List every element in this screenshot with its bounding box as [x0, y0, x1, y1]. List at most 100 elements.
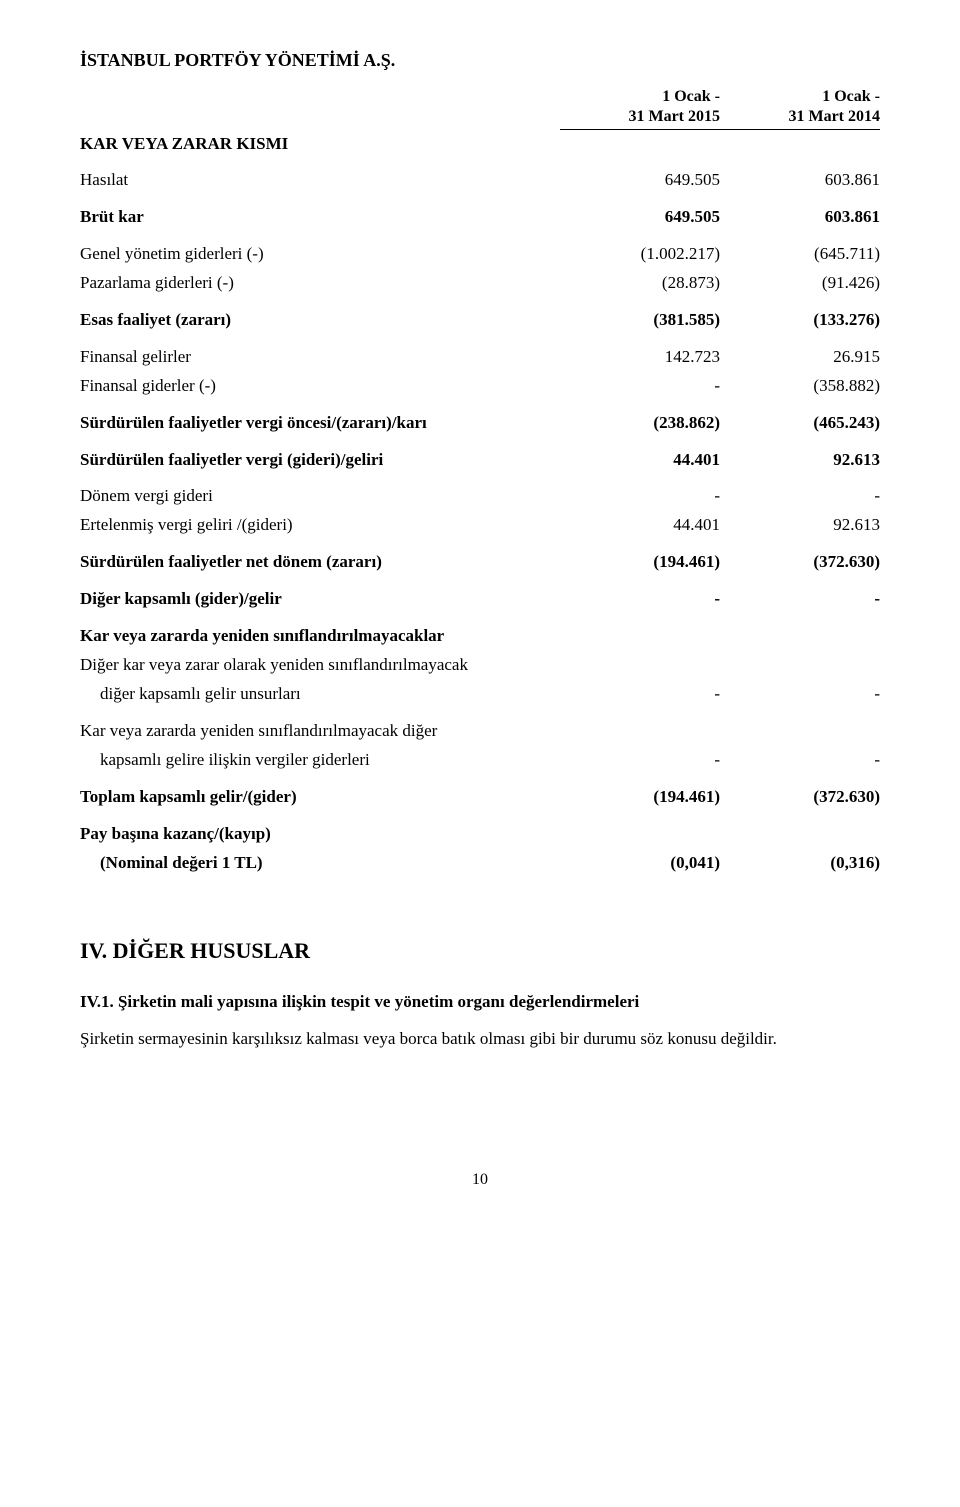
reclass1-line2-text: diğer kapsamlı gelir unsurları [80, 683, 301, 706]
row-label: Diğer kapsamlı (gider)/gelir [80, 585, 560, 614]
row-value-1: (238.862) [560, 409, 720, 438]
reclass2-v2: - [720, 746, 880, 775]
row-label: Finansal gelirler [80, 343, 560, 372]
reclass1-v2: - [720, 680, 880, 709]
table-row: Finansal giderler (-)-(358.882) [80, 372, 880, 401]
reclass1-line1: Diğer kar veya zarar olarak yeniden sını… [80, 651, 880, 680]
table-row: Finansal gelirler142.72326.915 [80, 343, 880, 372]
total-comprehensive: Toplam kapsamlı gelir/(gider) (194.461) … [80, 783, 880, 820]
row-label: Pazarlama giderleri (-) [80, 269, 560, 298]
row-value-1: (28.873) [560, 269, 720, 298]
table-row: Pazarlama giderleri (-)(28.873)(91.426) [80, 269, 880, 298]
row-label: Dönem vergi gideri [80, 482, 560, 511]
row-value-1: (381.585) [560, 306, 720, 335]
reclass1-heading: Kar veya zararda yeniden sınıflandırılma… [80, 622, 880, 651]
table-row: Diğer kapsamlı (gider)/gelir-- [80, 585, 880, 614]
spacer-row [80, 614, 880, 622]
table-row: Genel yönetim giderleri (-)(1.002.217)(6… [80, 240, 880, 269]
row-label: Brüt kar [80, 203, 560, 232]
row-label: Ertelenmiş vergi geliri /(gideri) [80, 511, 560, 540]
row-value-1: 649.505 [560, 166, 720, 195]
period2-line1: 1 Ocak - [822, 88, 880, 105]
table-row: Ertelenmiş vergi geliri /(gideri)44.4019… [80, 511, 880, 540]
spacer-row [80, 401, 880, 409]
financial-table: Hasılat649.505603.861Brüt kar649.505603.… [80, 166, 880, 622]
section4-body: Şirketin sermayesinin karşılıksız kalmas… [80, 1028, 880, 1051]
table-row: Sürdürülen faaliyetler vergi öncesi/(zar… [80, 409, 880, 438]
reclass-block-1: Kar veya zararda yeniden sınıflandırılma… [80, 622, 880, 717]
period2-line2: 31 Mart 2014 [720, 107, 880, 130]
period-col-1: 1 Ocak - 31 Mart 2015 [560, 87, 720, 130]
row-value-2: 603.861 [720, 166, 880, 195]
row-label: Genel yönetim giderleri (-) [80, 240, 560, 269]
row-value-1: - [560, 372, 720, 401]
reclass2-line1: Kar veya zararda yeniden sınıflandırılma… [80, 717, 880, 746]
eps-v1: (0,041) [560, 849, 720, 878]
row-value-1: - [560, 482, 720, 511]
row-label: Sürdürülen faaliyetler net dönem (zararı… [80, 548, 560, 577]
period1-line1: 1 Ocak - [662, 88, 720, 105]
page: İSTANBUL PORTFÖY YÖNETİMİ A.Ş. 1 Ocak - … [0, 0, 960, 1239]
table-row: Dönem vergi gideri-- [80, 482, 880, 511]
page-number: 10 [80, 1171, 880, 1189]
eps-block: Pay başına kazanç/(kayıp) (Nominal değer… [80, 820, 880, 878]
eps-v2: (0,316) [720, 849, 880, 878]
table-row: Brüt kar649.505603.861 [80, 203, 880, 232]
table-row: Sürdürülen faaliyetler vergi (gideri)/ge… [80, 446, 880, 475]
row-value-1: (194.461) [560, 548, 720, 577]
reclass1-line2-label: diğer kapsamlı gelir unsurları [80, 680, 560, 709]
period-header: 1 Ocak - 31 Mart 2015 1 Ocak - 31 Mart 2… [80, 87, 880, 130]
row-value-2: (133.276) [720, 306, 880, 335]
total-comp-label: Toplam kapsamlı gelir/(gider) [80, 783, 560, 812]
row-value-2: (91.426) [720, 269, 880, 298]
row-value-1: - [560, 585, 720, 614]
row-value-1: 142.723 [560, 343, 720, 372]
spacer-row [80, 577, 880, 585]
spacer-row [80, 232, 880, 240]
spacer-row [80, 540, 880, 548]
row-value-1: 44.401 [560, 511, 720, 540]
row-value-1: (1.002.217) [560, 240, 720, 269]
eps-line2-label: (Nominal değeri 1 TL) [80, 849, 560, 878]
total-comp-v1: (194.461) [560, 783, 720, 812]
reclass-block-2: Kar veya zararda yeniden sınıflandırılma… [80, 717, 880, 783]
row-value-2: (358.882) [720, 372, 880, 401]
total-comp-v2: (372.630) [720, 783, 880, 812]
period1-line2: 31 Mart 2015 [560, 107, 720, 130]
row-label: Sürdürülen faaliyetler vergi öncesi/(zar… [80, 409, 560, 438]
row-value-2: 26.915 [720, 343, 880, 372]
reclass2-v1: - [560, 746, 720, 775]
row-label: Sürdürülen faaliyetler vergi (gideri)/ge… [80, 446, 560, 475]
spacer-row [80, 195, 880, 203]
row-value-1: 44.401 [560, 446, 720, 475]
row-value-2: 92.613 [720, 446, 880, 475]
spacer-row [80, 474, 880, 482]
row-value-2: (372.630) [720, 548, 880, 577]
period-col-2: 1 Ocak - 31 Mart 2014 [720, 87, 880, 130]
spacer-row [80, 298, 880, 306]
reclass2-line2-label: kapsamlı gelire ilişkin vergiler giderle… [80, 746, 560, 775]
row-value-2: - [720, 585, 880, 614]
row-label: Hasılat [80, 166, 560, 195]
table-row: Hasılat649.505603.861 [80, 166, 880, 195]
row-value-2: (645.711) [720, 240, 880, 269]
section4-title: IV. DİĞER HUSUSLAR [80, 938, 880, 964]
eps-line2-text: (Nominal değeri 1 TL) [80, 852, 263, 875]
row-label: Finansal giderler (-) [80, 372, 560, 401]
spacer-row [80, 438, 880, 446]
reclass2-line2-text: kapsamlı gelire ilişkin vergiler giderle… [80, 749, 370, 772]
row-value-1: 649.505 [560, 203, 720, 232]
row-value-2: 603.861 [720, 203, 880, 232]
table-row: Esas faaliyet (zararı)(381.585)(133.276) [80, 306, 880, 335]
section4-subheading: IV.1. Şirketin mali yapısına ilişkin tes… [80, 992, 880, 1012]
table-row: Sürdürülen faaliyetler net dönem (zararı… [80, 548, 880, 577]
company-title: İSTANBUL PORTFÖY YÖNETİMİ A.Ş. [80, 50, 880, 71]
reclass1-v1: - [560, 680, 720, 709]
eps-line1: Pay başına kazanç/(kayıp) [80, 820, 880, 849]
section-title: KAR VEYA ZARAR KISMI [80, 134, 880, 154]
row-label: Esas faaliyet (zararı) [80, 306, 560, 335]
row-value-2: - [720, 482, 880, 511]
row-value-2: 92.613 [720, 511, 880, 540]
spacer-row [80, 335, 880, 343]
row-value-2: (465.243) [720, 409, 880, 438]
